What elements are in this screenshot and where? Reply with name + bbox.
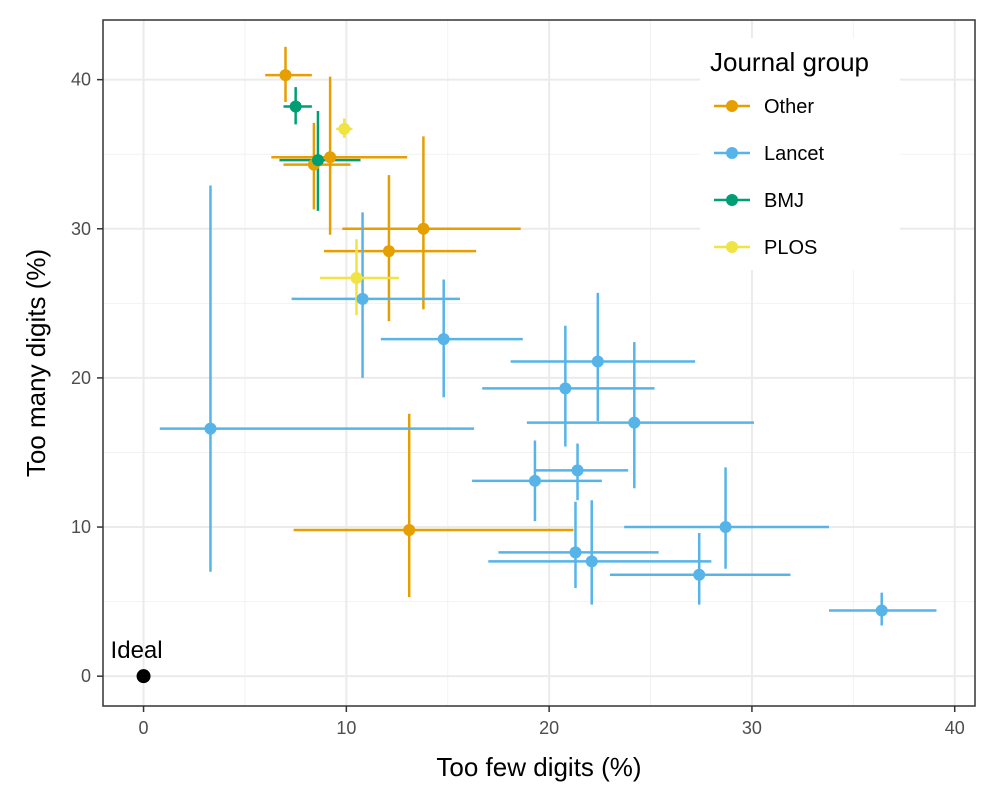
legend-label: PLOS [764, 237, 817, 259]
legend-label: Other [764, 96, 814, 118]
legend-item-other: Other [714, 96, 814, 118]
other-point [382, 245, 395, 258]
other-point [324, 151, 337, 164]
x-tick-label: 0 [139, 718, 149, 738]
x-axis-title: Too few digits (%) [436, 752, 641, 782]
panel-border [102, 19, 976, 707]
y-tick-label: 30 [71, 219, 91, 239]
lancet-point [591, 355, 604, 368]
legend-item-lancet: Lancet [714, 143, 824, 165]
other-point [417, 222, 430, 235]
legend: Journal group Other Lancet BMJ PLOS [700, 38, 900, 270]
legend-item-bmj: BMJ [714, 190, 804, 212]
legend-label: Lancet [764, 143, 824, 165]
x-axis-ticks: 0 10 20 30 40 [139, 706, 965, 738]
y-tick-label: 0 [81, 666, 91, 686]
legend-key-point [726, 147, 738, 159]
lancet-point [693, 568, 706, 581]
x-tick-label: 20 [539, 718, 559, 738]
x-tick-label: 40 [945, 718, 965, 738]
bmj-point [289, 100, 302, 113]
legend-label: BMJ [764, 190, 804, 212]
lancet-point [356, 292, 369, 305]
lancet-point [628, 416, 641, 429]
lancet-point [437, 333, 450, 346]
plos-point [338, 122, 351, 135]
lancet-point [569, 546, 582, 559]
lancet-point [571, 464, 584, 477]
ideal-label: Ideal [111, 637, 163, 664]
ideal-annotation: Ideal [111, 637, 163, 684]
y-axis-ticks: 0 10 20 30 40 [71, 70, 103, 686]
legend-key-point [726, 241, 738, 253]
lancet-point [204, 422, 217, 435]
lancet-point [719, 521, 732, 534]
plos-point [350, 271, 363, 284]
y-tick-label: 10 [71, 517, 91, 537]
lancet-point [559, 382, 572, 395]
other-point [279, 69, 292, 82]
x-tick-label: 30 [742, 718, 762, 738]
y-tick-label: 40 [71, 70, 91, 90]
other-point [403, 524, 416, 537]
legend-key-point [726, 194, 738, 206]
legend-key-point [726, 100, 738, 112]
lancet-point [528, 474, 541, 487]
lancet-point [875, 604, 888, 617]
data-points [204, 69, 888, 617]
ideal-point [136, 669, 151, 684]
error-bars [159, 46, 937, 626]
legend-title: Journal group [710, 47, 869, 77]
legend-items: Other Lancet BMJ PLOS [714, 96, 824, 259]
y-tick-label: 20 [71, 368, 91, 388]
bmj-point [311, 154, 324, 167]
y-axis-title: Too many digits (%) [21, 249, 51, 477]
legend-item-plos: PLOS [714, 237, 817, 259]
x-tick-label: 10 [336, 718, 356, 738]
lancet-point [585, 555, 598, 568]
